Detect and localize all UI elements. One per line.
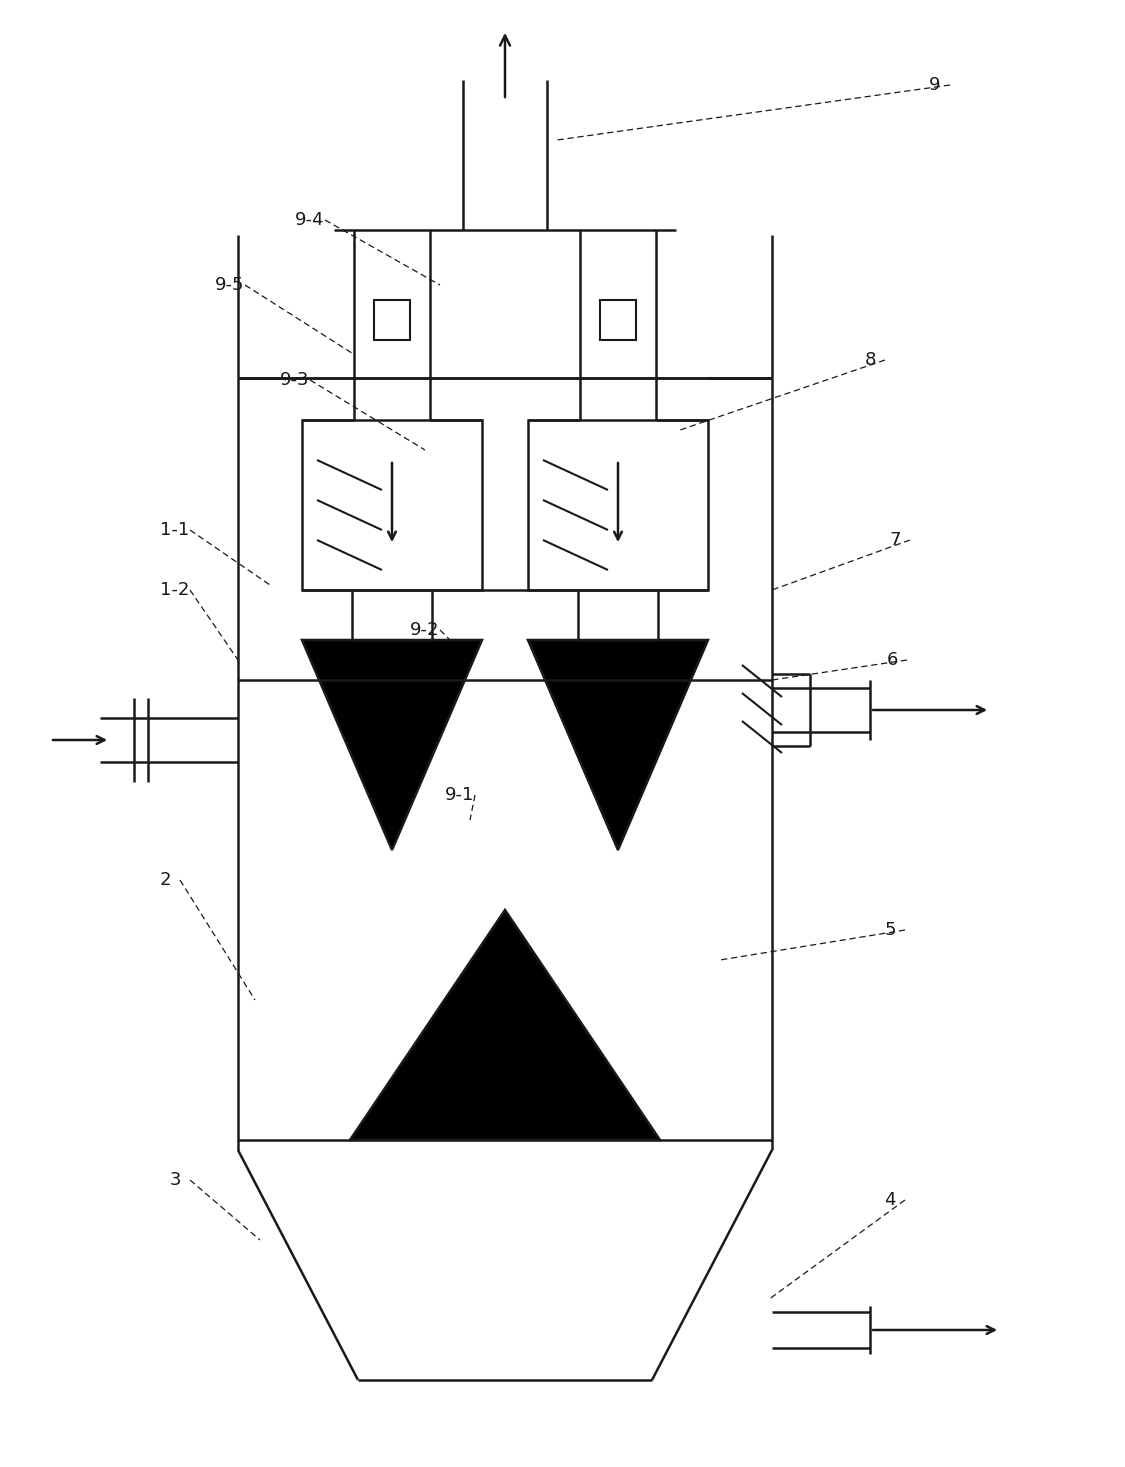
Text: 5: 5 [884, 921, 896, 939]
Text: 9-1: 9-1 [446, 786, 475, 804]
Bar [600, 299, 636, 340]
Text: 3: 3 [169, 1171, 181, 1188]
Text: 1-1: 1-1 [161, 521, 190, 538]
Text: 9-4: 9-4 [295, 211, 325, 229]
Bar [528, 420, 708, 590]
Text: 9-3: 9-3 [280, 371, 309, 389]
Polygon shape [528, 640, 708, 849]
Text: 1-2: 1-2 [161, 581, 190, 599]
Text: 6: 6 [886, 651, 898, 669]
Text: 8: 8 [864, 351, 875, 370]
Text: 7: 7 [889, 531, 901, 549]
Polygon shape [302, 640, 482, 849]
Text: 2: 2 [160, 871, 171, 889]
Bar [374, 299, 410, 340]
Polygon shape [350, 910, 660, 1140]
Text: 9: 9 [929, 76, 940, 94]
Text: 9-2: 9-2 [411, 621, 440, 640]
Bar [302, 420, 482, 590]
Text: 9-5: 9-5 [215, 276, 245, 293]
Text: 4: 4 [884, 1191, 896, 1209]
